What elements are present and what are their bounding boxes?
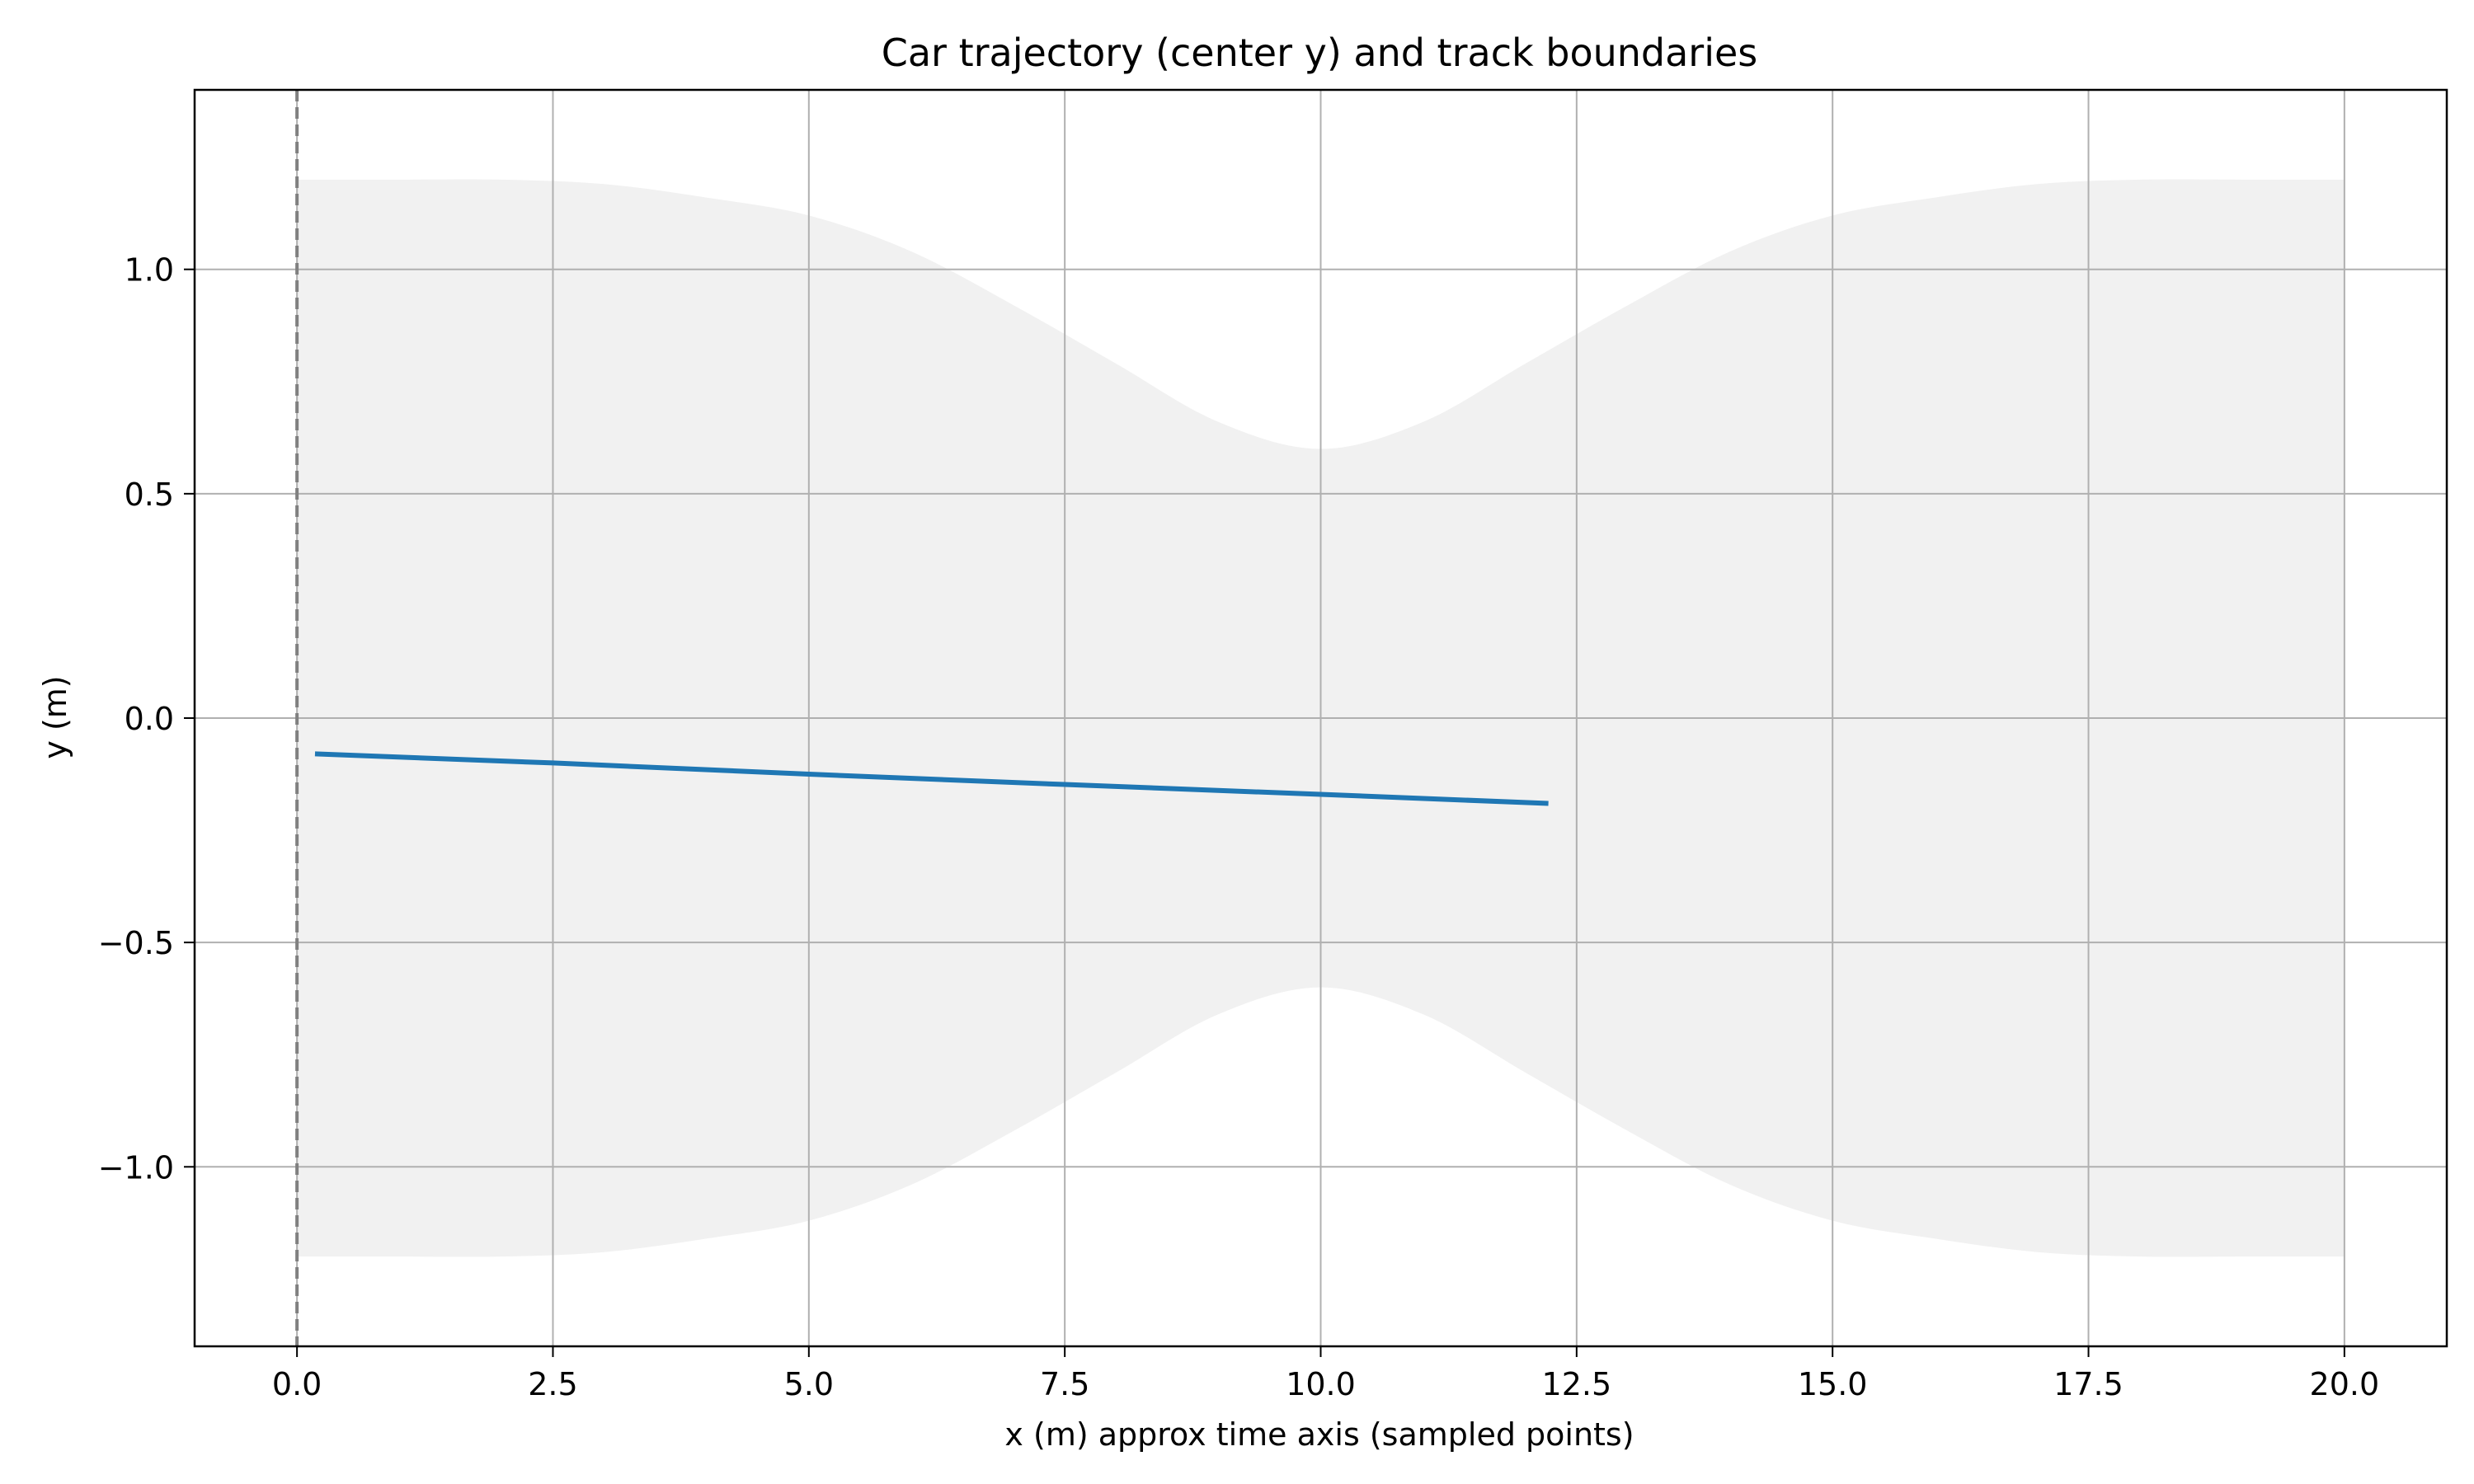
y-tick-label: 0.5 [125, 477, 174, 513]
trajectory-line [314, 751, 1549, 806]
x-tick-label: 0.0 [272, 1366, 322, 1402]
y-axis-label: y (m) [37, 675, 73, 758]
x-tick-label: 17.5 [2053, 1366, 2124, 1402]
y-tick-label: 0.0 [125, 701, 174, 737]
y-axis-ticks: −1.0 −0.5 0.0 0.5 1.0 [98, 252, 195, 1186]
y-tick-label: −0.5 [98, 925, 174, 961]
x-tick-label: 2.5 [528, 1366, 577, 1402]
x-tick-label: 12.5 [1542, 1366, 1612, 1402]
x-tick-label: 10.0 [1286, 1366, 1356, 1402]
x-tick-label: 7.5 [1040, 1366, 1089, 1402]
series-layer [314, 751, 1549, 806]
y-tick-label: 1.0 [125, 252, 174, 289]
x-axis-label: x (m) approx time axis (sampled points) [1004, 1416, 1634, 1453]
chart-title: Car trajectory (center y) and track boun… [882, 31, 1758, 75]
y-tick-label: −1.0 [98, 1149, 174, 1186]
x-tick-label: 15.0 [1798, 1366, 1868, 1402]
x-tick-label: 20.0 [2310, 1366, 2380, 1402]
x-axis-ticks: 0.0 2.5 5.0 7.5 10.0 12.5 15.0 17.5 20.0 [272, 1346, 2379, 1402]
x-tick-label: 5.0 [784, 1366, 834, 1402]
